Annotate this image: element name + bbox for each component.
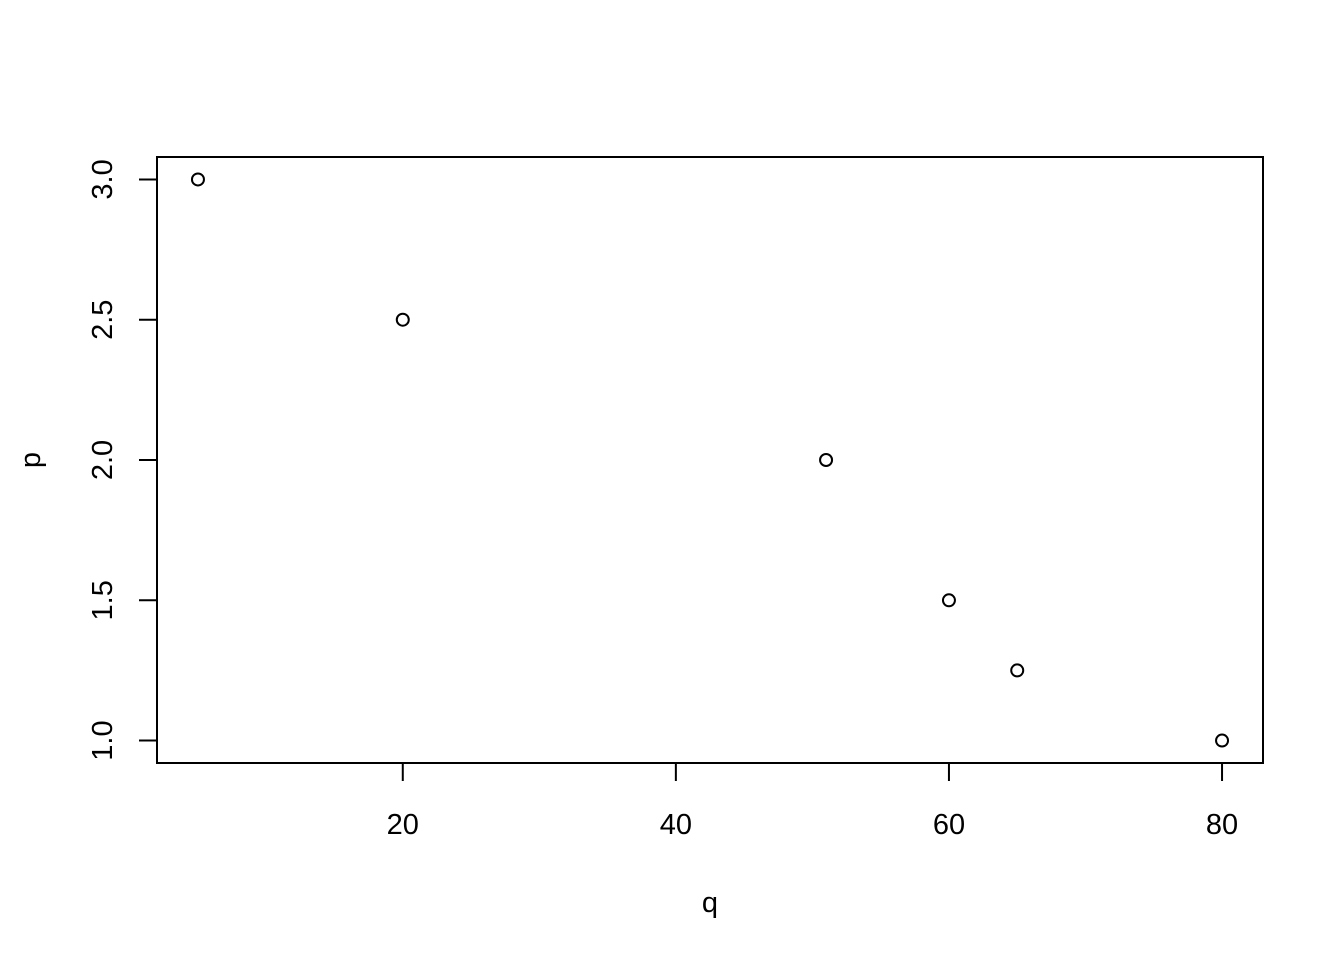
y-axis-label: p — [15, 452, 47, 468]
x-tick-label: 80 — [1206, 809, 1238, 841]
x-tick-label: 60 — [933, 809, 965, 841]
data-point — [1215, 733, 1230, 748]
y-axis: 1.0 1.5 2.0 2.5 3.0 — [87, 159, 158, 761]
data-points — [190, 172, 1230, 748]
data-point — [190, 172, 205, 187]
y-tick-label: 2.5 — [87, 300, 119, 340]
y-tick-label: 2.0 — [87, 440, 119, 480]
y-tick-label: 1.0 — [87, 720, 119, 760]
data-point — [941, 593, 956, 608]
x-tick-label: 20 — [387, 809, 419, 841]
data-point — [819, 453, 834, 467]
data-point — [395, 312, 410, 327]
x-tick-label: 40 — [660, 809, 692, 841]
data-point — [1010, 663, 1025, 678]
y-tick-label: 3.0 — [87, 159, 119, 199]
y-tick-label: 1.5 — [87, 580, 119, 620]
x-axis: 20 40 60 80 — [387, 762, 1238, 841]
x-axis-label: q — [702, 887, 718, 919]
plot-frame — [156, 156, 1264, 764]
